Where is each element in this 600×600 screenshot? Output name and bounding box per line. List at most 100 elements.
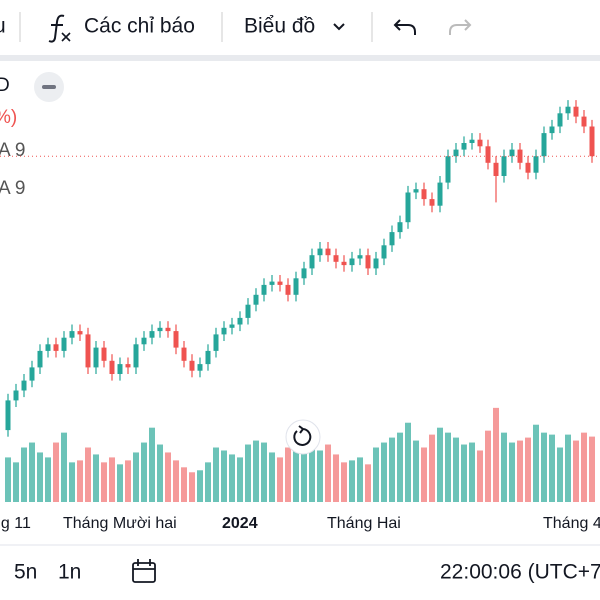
candle-body [277,281,283,285]
volume-bar [85,447,91,502]
collapse-legend-button[interactable] [34,72,64,102]
volume-bar [485,430,491,502]
volume-bar [237,457,243,502]
reset-icon [293,425,312,446]
volume-bar [357,457,363,502]
volume-bar [21,447,27,502]
volume-bar [77,460,83,502]
volume-bar [53,442,59,502]
candle-body [293,278,299,295]
redo-button[interactable] [449,19,472,35]
volume-bar [389,437,395,502]
volume-bar [285,447,291,502]
candle-body [29,367,35,381]
candle-body [173,331,179,348]
candle-body [453,149,459,157]
volume-bar [557,447,563,502]
candle-body [261,284,267,295]
volume-bar [453,437,459,502]
candle-body [285,284,291,295]
volume-bar [221,450,227,502]
candle-body [309,255,315,269]
calendar-icon-detail [133,559,155,570]
candle-body [461,143,467,150]
plot [0,100,600,502]
volume-bar [493,407,499,502]
candle-body [21,380,27,391]
volume-bar [581,432,587,502]
volume-bar [461,444,467,502]
candle-body [501,156,507,176]
fx-icon [48,14,65,43]
candle-body [397,222,403,233]
candle-body [533,156,539,173]
candle-body [69,331,75,338]
candle-body [141,337,147,345]
candle-body [381,245,387,259]
legend-symbol: D [0,75,10,96]
volume-bar [429,434,435,502]
volume-bar [173,460,179,502]
indicators-button[interactable]: Các chỉ báo [48,14,195,43]
volume-bar [437,427,443,502]
candle-body [341,261,347,266]
candle-body [133,344,139,368]
candle-body [205,350,211,365]
volume-bar [101,462,107,502]
chart-type-label: Biểu đồ [244,15,315,38]
candle-body [405,192,411,223]
candle-body [221,327,227,335]
volume-bar [373,447,379,502]
volume-bar [477,450,483,502]
candle-body [477,139,483,147]
candle-body [429,199,435,206]
candle-body [53,344,59,351]
volume-bar [589,436,595,502]
range-button[interactable]: 1n [58,561,81,584]
volume-bar [93,454,99,502]
candle-body [357,255,363,259]
volume-bar [165,452,171,502]
candle-body [325,248,331,256]
candle-body [117,364,123,374]
volume-bar [245,444,251,502]
candle-body [589,126,595,157]
candle-body [157,327,163,332]
volume-bar [69,462,75,502]
candle-body [213,334,219,351]
volume-bar [157,444,163,502]
volume-bar [197,470,203,502]
clock: 22:00:06 (UTC+7 [440,561,600,584]
volume-bar [365,464,371,502]
candle-body [165,327,171,332]
chart-type-button[interactable]: Biểu đồ [244,15,345,38]
volume-bar [261,442,267,502]
candle-body [349,258,355,266]
volume-bar [325,444,331,502]
candle-body [109,360,115,374]
volume-bar [509,442,515,502]
volume-bar [381,442,387,502]
indicators-label: Các chỉ báo [84,15,195,38]
candle-body [509,149,515,157]
volume-bar [117,464,123,502]
volume-bar [549,434,555,502]
undo-button[interactable] [393,19,416,35]
volume-bar [5,457,11,502]
candle-body [77,331,83,335]
range-button[interactable]: 5n [14,561,37,584]
reset-view-button[interactable] [285,419,321,455]
candle-body [13,390,19,401]
candle-body [317,248,323,256]
date-range-button[interactable] [132,559,156,583]
volume-bar [45,457,51,502]
volume-bar [517,440,523,502]
volume-bar [405,422,411,502]
volume-bar [317,450,323,502]
candle-body [373,258,379,269]
fx-icon-x [61,32,71,42]
volume-bar [413,440,419,502]
volume-bar [109,457,115,502]
volume-bar [501,432,507,502]
candle-body [37,350,43,368]
